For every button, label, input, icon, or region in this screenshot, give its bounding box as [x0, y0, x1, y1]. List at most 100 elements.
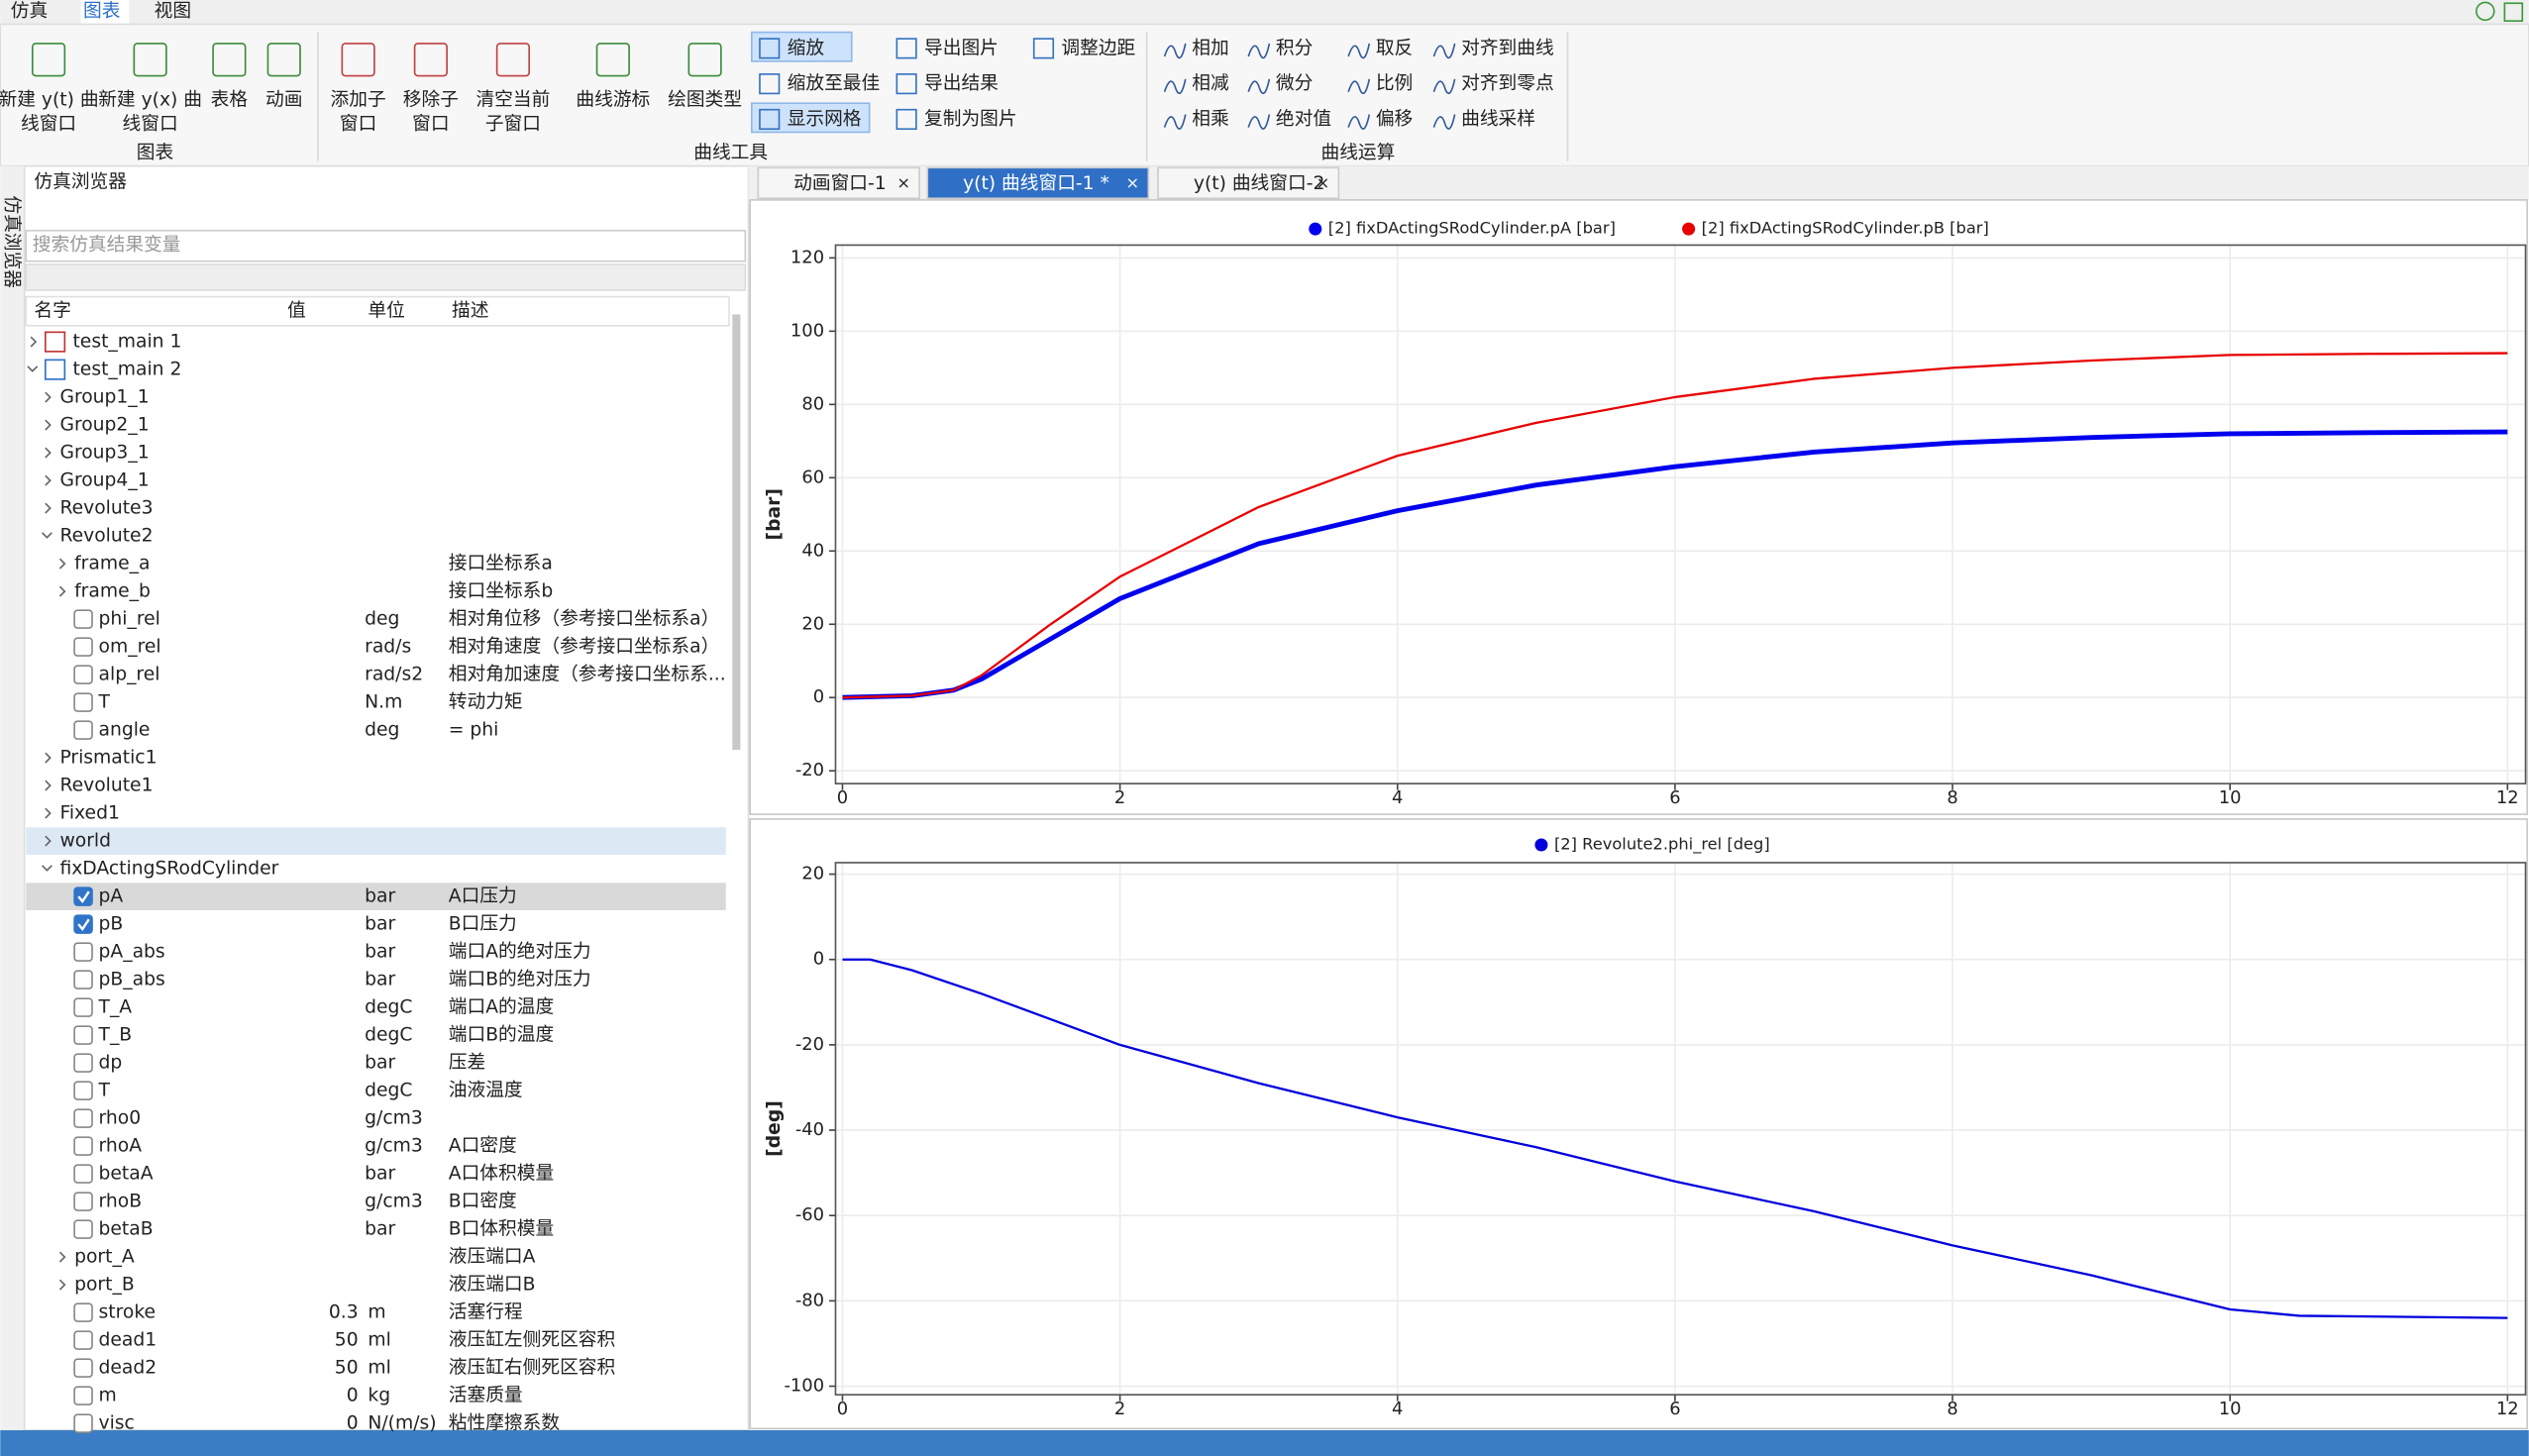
row-name[interactable]: Revolute1 — [59, 776, 153, 796]
button-label[interactable]: 动画 — [265, 89, 302, 110]
button-label[interactable]: 子窗口 — [485, 114, 541, 135]
row-name[interactable]: Group1_1 — [59, 387, 149, 408]
checkbox[interactable] — [73, 1164, 93, 1184]
tree-arrow[interactable] — [30, 336, 38, 348]
op-icon[interactable] — [1247, 114, 1271, 130]
help-icon[interactable] — [2476, 1, 2495, 22]
button-icon[interactable] — [687, 43, 722, 77]
row-name[interactable]: stroke — [99, 1302, 157, 1323]
op-label[interactable]: 偏移 — [1376, 109, 1413, 130]
row-name[interactable]: rho0 — [99, 1108, 142, 1129]
small-button-label[interactable]: 导出结果 — [924, 73, 999, 94]
checkbox[interactable] — [73, 692, 93, 712]
row-name[interactable]: pB_abs — [99, 970, 165, 990]
legend-label[interactable]: [2] fixDActingSRodCylinder.pA [bar] — [1328, 219, 1616, 238]
chart-tab-label[interactable]: 动画窗口-1 — [793, 173, 887, 194]
legend-marker[interactable] — [1682, 222, 1696, 236]
search-box[interactable] — [25, 229, 747, 262]
tree-arrow[interactable] — [45, 502, 52, 514]
chart-tab-label[interactable]: y(t) 曲线窗口-1 * — [963, 173, 1109, 194]
button-label[interactable]: 线窗口 — [21, 114, 76, 135]
button-label[interactable]: 表格 — [211, 89, 249, 110]
checkbox[interactable] — [73, 1358, 93, 1378]
tree-arrow[interactable] — [45, 835, 52, 847]
tree-arrow[interactable] — [41, 532, 53, 539]
legend-label[interactable]: [2] Revolute2.phi_rel [deg] — [1554, 835, 1770, 855]
tree-arrow[interactable] — [45, 419, 52, 431]
small-button-label[interactable]: 调整边距 — [1061, 38, 1135, 58]
button-label[interactable]: 添加子 — [331, 89, 386, 110]
row-name[interactable]: dp — [99, 1053, 123, 1074]
row-name[interactable]: alp_rel — [99, 665, 160, 685]
row-name[interactable]: om_rel — [99, 637, 161, 658]
button-icon[interactable] — [341, 43, 375, 77]
legend-marker[interactable] — [1309, 222, 1322, 236]
op-label[interactable]: 微分 — [1276, 73, 1313, 94]
small-button-label[interactable]: 缩放 — [788, 38, 825, 58]
checkbox[interactable] — [73, 1081, 93, 1100]
button-icon[interactable] — [133, 43, 167, 77]
restore-icon[interactable] — [2503, 2, 2524, 22]
op-label[interactable]: 对齐到零点 — [1461, 73, 1554, 94]
scrollbar[interactable] — [732, 314, 741, 750]
button-label[interactable]: 清空当前 — [475, 89, 550, 110]
op-icon[interactable] — [1347, 114, 1371, 130]
chart-tab-label[interactable]: y(t) 曲线窗口-2 — [1194, 173, 1325, 194]
op-icon[interactable] — [1247, 43, 1271, 59]
row-name[interactable]: frame_a — [74, 554, 150, 574]
row-name[interactable]: Revolute3 — [59, 498, 153, 519]
checkbox[interactable] — [73, 1108, 93, 1128]
checkbox[interactable] — [73, 720, 93, 740]
op-label[interactable]: 积分 — [1276, 38, 1313, 58]
op-icon[interactable] — [1347, 43, 1371, 59]
checkbox[interactable] — [73, 1192, 93, 1211]
tree-arrow[interactable] — [45, 474, 52, 486]
row-name[interactable]: fixDActingSRodCylinder — [59, 859, 278, 880]
tab-close[interactable]: × — [896, 173, 910, 192]
row-name[interactable]: m — [99, 1386, 117, 1406]
op-icon[interactable] — [1432, 78, 1456, 95]
row-name[interactable]: pB — [99, 914, 124, 935]
op-icon[interactable] — [1347, 78, 1371, 95]
row-name[interactable]: Prismatic1 — [59, 748, 157, 769]
small-button-label[interactable]: 显示网格 — [788, 109, 862, 130]
row-name[interactable]: test_main 2 — [72, 360, 181, 380]
tree-arrow[interactable] — [27, 365, 39, 372]
checkbox[interactable] — [73, 1386, 93, 1405]
row-name[interactable]: port_B — [74, 1275, 135, 1296]
row-name[interactable]: Fixed1 — [59, 803, 119, 824]
row-name[interactable]: betaA — [99, 1164, 154, 1185]
button-icon[interactable] — [495, 43, 530, 77]
row-name[interactable]: frame_b — [74, 581, 151, 602]
tree-arrow[interactable] — [58, 558, 66, 570]
checkbox[interactable] — [73, 1330, 93, 1350]
checkbox[interactable] — [73, 665, 93, 684]
small-button-label[interactable]: 复制为图片 — [924, 109, 1017, 130]
button-label[interactable]: 窗口 — [412, 114, 449, 135]
button-label[interactable]: 窗口 — [340, 114, 376, 135]
checkbox[interactable] — [73, 1413, 93, 1433]
row-name[interactable]: rhoB — [99, 1192, 143, 1212]
row-name[interactable]: T — [98, 692, 111, 713]
row-name[interactable]: port_A — [74, 1247, 135, 1268]
small-icon[interactable] — [759, 108, 781, 131]
checkbox[interactable] — [73, 997, 93, 1017]
chart-tab[interactable] — [757, 166, 920, 200]
chart-tab[interactable] — [926, 166, 1150, 200]
button-label[interactable]: 曲线游标 — [576, 89, 650, 110]
zoom-highlight[interactable] — [751, 31, 853, 62]
button-icon[interactable] — [595, 43, 630, 77]
tree-arrow[interactable] — [58, 1251, 66, 1263]
op-label[interactable]: 取反 — [1376, 38, 1413, 58]
checkbox[interactable] — [73, 1219, 93, 1239]
row-name[interactable]: Group3_1 — [59, 443, 149, 464]
op-icon[interactable] — [1432, 114, 1456, 130]
op-label[interactable]: 相加 — [1192, 38, 1228, 58]
button-label[interactable]: 移除子 — [403, 89, 459, 110]
checkbox[interactable] — [73, 609, 93, 629]
row-name[interactable]: dead2 — [99, 1358, 158, 1379]
button-label[interactable]: 线窗口 — [123, 114, 178, 135]
row-name[interactable]: T_A — [98, 997, 133, 1018]
menu-tab[interactable]: 图表 — [83, 1, 121, 22]
checkbox[interactable] — [73, 942, 93, 962]
